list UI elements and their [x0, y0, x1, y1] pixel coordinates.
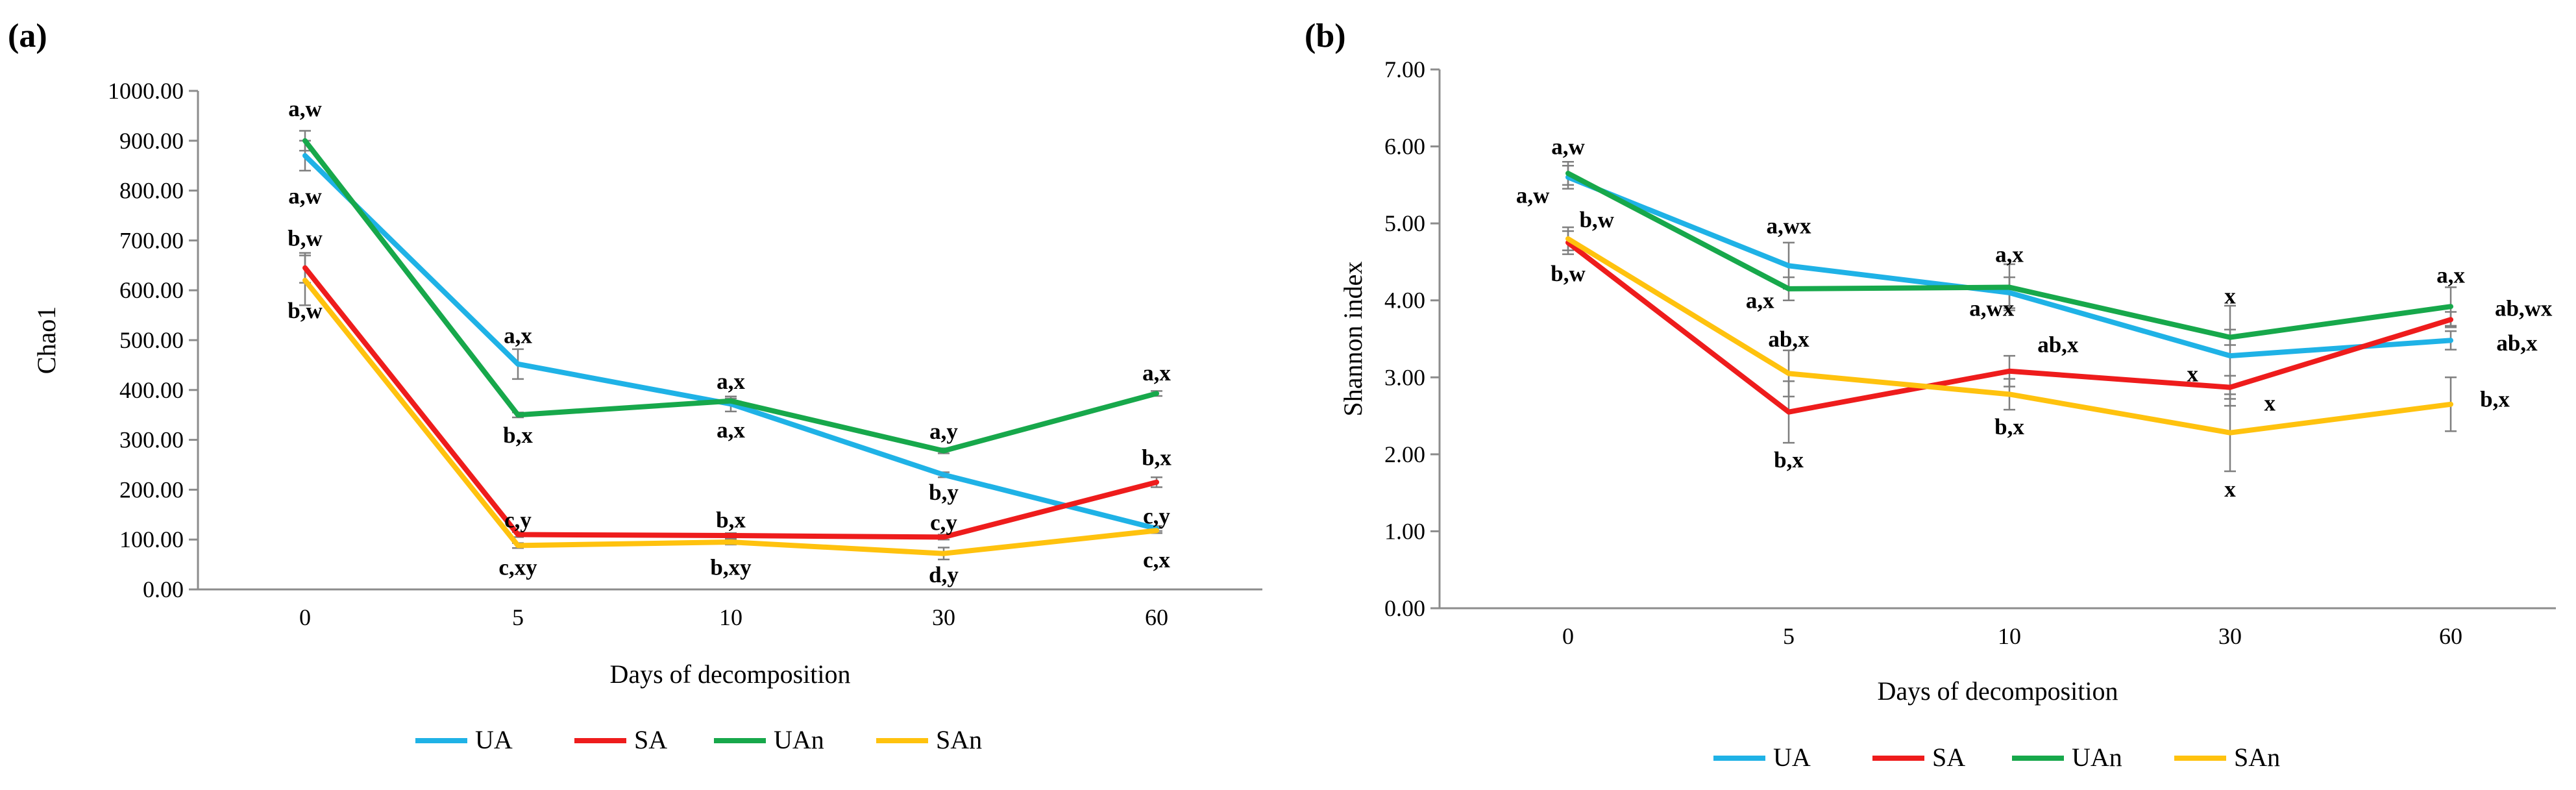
significance-label: a,w: [288, 183, 322, 208]
significance-label: b,x: [2480, 386, 2510, 412]
significance-label: c,y: [930, 510, 957, 535]
y-tick-label: 5.00: [1384, 210, 1425, 236]
legend-label-sa: SA: [634, 725, 667, 754]
y-tick-label: 600.00: [119, 277, 184, 303]
significance-label: a,w: [1551, 134, 1585, 160]
significance-label: a,x: [504, 323, 532, 348]
series-line-san: [1565, 236, 2453, 436]
y-tick-label: 0.00: [1384, 595, 1425, 621]
y-axis-label: Chao1: [32, 306, 61, 374]
significance-label: b,w: [1579, 207, 1614, 232]
x-tick-label: 10: [719, 604, 742, 630]
series-line-ua: [302, 153, 1159, 532]
significance-label: a,x: [1995, 242, 2024, 267]
series-line-uan: [302, 138, 1159, 454]
x-tick-label: 60: [2439, 623, 2462, 649]
significance-label: a,y: [929, 419, 958, 444]
significance-label: x: [2187, 361, 2198, 386]
y-tick-label: 3.00: [1384, 364, 1425, 390]
y-tick-label: 300.00: [119, 427, 184, 453]
legend-label-ua: UA: [475, 725, 513, 754]
x-tick-label: 30: [932, 604, 955, 630]
significance-label: x: [2264, 390, 2275, 415]
series-line-uan: [1565, 171, 2453, 340]
significance-label: c,x: [1143, 547, 1170, 573]
legend-label-san: SAn: [2234, 743, 2280, 772]
significance-label: b,x: [716, 507, 746, 532]
legend-label-uan: UAn: [774, 725, 824, 754]
legend-label-sa: SA: [1932, 743, 1965, 772]
x-tick-label: 5: [1783, 623, 1795, 649]
panel-label: (a): [8, 18, 47, 55]
significance-label: c,y: [1143, 503, 1170, 528]
series-line-san: [302, 277, 1159, 556]
y-tick-label: 1.00: [1384, 518, 1425, 544]
significance-label: x: [2224, 476, 2236, 502]
significance-label: b,w: [1551, 261, 1586, 286]
y-tick-label: 700.00: [119, 227, 184, 253]
significance-label: b,w: [288, 298, 323, 323]
significance-label: ab,x: [2496, 330, 2538, 356]
x-tick-label: 60: [1145, 604, 1168, 630]
significance-label: b,y: [929, 480, 959, 505]
y-tick-label: 500.00: [119, 327, 184, 353]
y-tick-label: 100.00: [119, 526, 184, 552]
significance-label: a,wx: [1969, 296, 2015, 321]
x-tick-label: 0: [1562, 623, 1574, 649]
y-tick-label: 0.00: [143, 576, 184, 602]
significance-label: ab,x: [2037, 332, 2079, 357]
y-axis-label: Shannon index: [1338, 262, 1368, 417]
chart-panel-b: (b) 0.00 1.00 2.00 3.00 4.00 5.00 6.00 7.00 0 5 10 3…: [1305, 18, 2556, 772]
significance-label: a,x: [717, 369, 745, 394]
significance-label: ab,x: [1768, 327, 1809, 352]
significance-label: c,xy: [498, 554, 537, 580]
panel-label: (b): [1305, 18, 1346, 55]
significance-label: b,w: [288, 226, 323, 251]
y-tick-label: 1000.00: [108, 78, 184, 104]
x-tick-label: 5: [512, 604, 524, 630]
significance-label: a,wx: [1766, 214, 1811, 239]
x-tick-label: 30: [2218, 623, 2242, 649]
significance-label: a,x: [1142, 360, 1171, 386]
significance-label: a,x: [2436, 263, 2465, 288]
y-tick-label: 200.00: [119, 476, 184, 502]
chart-panel-a: (a)0.00100.00200.00300.00400.00500.00600…: [8, 18, 1262, 754]
x-tick-label: 0: [299, 604, 311, 630]
y-tick-label: 4.00: [1384, 288, 1425, 314]
significance-label: x: [2224, 284, 2236, 309]
y-tick-label: 6.00: [1384, 134, 1425, 160]
x-tick-label: 10: [1998, 623, 2021, 649]
significance-label: b,x: [503, 423, 533, 448]
significance-label: a,x: [1746, 288, 1774, 314]
significance-label: b,x: [1142, 445, 1171, 470]
significance-label: b,x: [1774, 447, 1804, 473]
y-tick-label: 400.00: [119, 377, 184, 403]
y-tick-label: 800.00: [119, 178, 184, 204]
significance-label: d,y: [929, 562, 959, 587]
legend-label-uan: UAn: [2072, 743, 2122, 772]
significance-label: a,w: [288, 96, 322, 121]
significance-label: a,x: [717, 417, 745, 443]
significance-label: ab,wx: [2495, 296, 2553, 321]
x-axis-label: Days of decomposition: [609, 660, 850, 689]
significance-label: a,w: [1516, 182, 1550, 208]
legend-label-ua: UA: [1773, 743, 1811, 772]
significance-label: c,y: [504, 507, 532, 532]
series-line-sa: [1565, 240, 2453, 415]
y-tick-label: 2.00: [1384, 441, 1425, 467]
legend-label-san: SAn: [936, 725, 982, 754]
y-tick-label: 900.00: [119, 128, 184, 154]
x-axis-label: Days of decomposition: [1877, 676, 2118, 706]
series-line-ua: [1565, 175, 2453, 359]
significance-label: b,xy: [710, 554, 752, 580]
significance-label: b,x: [1994, 414, 2024, 439]
series-line-sa: [302, 265, 1159, 540]
y-tick-label: 7.00: [1384, 56, 1425, 82]
